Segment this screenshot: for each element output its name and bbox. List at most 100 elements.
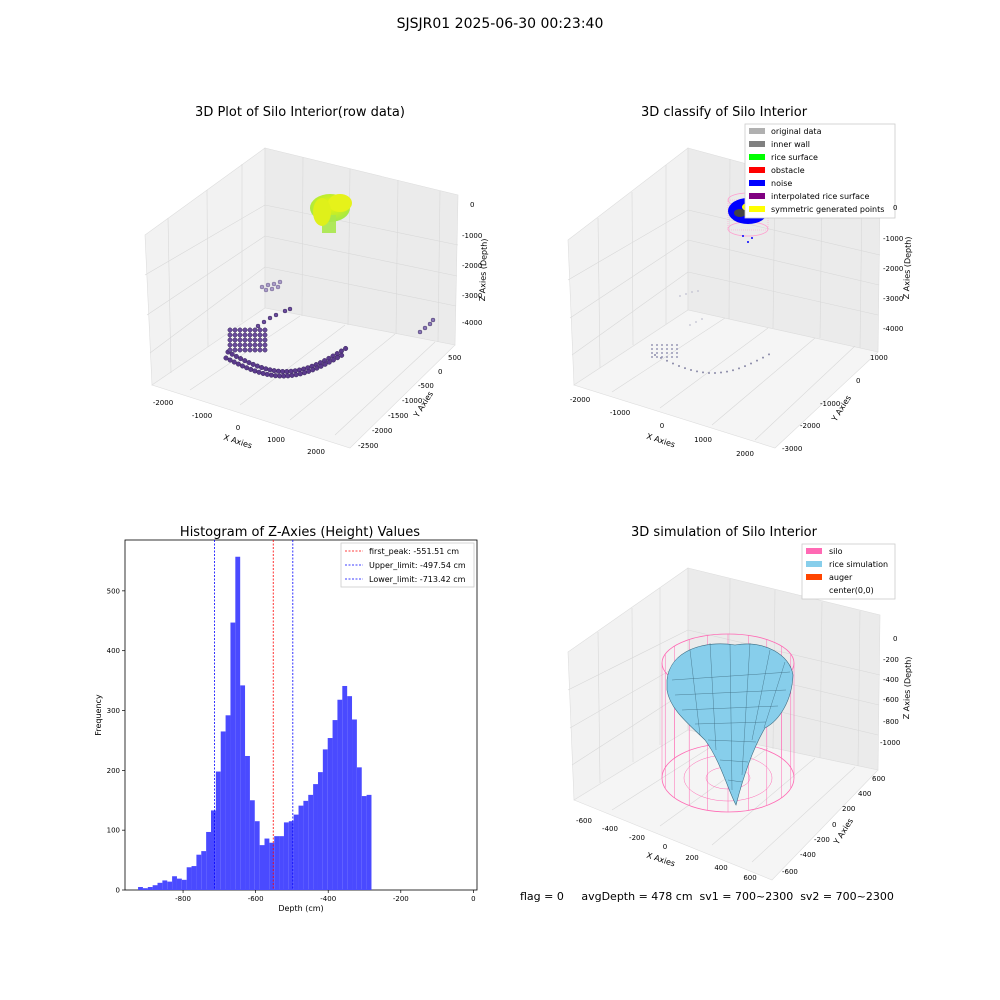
point bbox=[252, 337, 258, 343]
point bbox=[691, 291, 693, 293]
point bbox=[671, 352, 673, 354]
point bbox=[252, 347, 258, 353]
point bbox=[240, 363, 246, 369]
point bbox=[233, 353, 239, 359]
point bbox=[339, 352, 345, 358]
point bbox=[262, 337, 268, 343]
point bbox=[720, 371, 722, 374]
legend-swatch-original-data bbox=[749, 128, 765, 134]
point bbox=[242, 332, 248, 338]
point bbox=[277, 279, 283, 285]
point bbox=[244, 365, 250, 371]
simulation-x-ticks: -600 -400 -200 0 200 400 600 bbox=[576, 817, 757, 882]
point bbox=[267, 367, 273, 373]
raw-ytick: 0 bbox=[438, 368, 442, 376]
point bbox=[259, 365, 265, 371]
point bbox=[271, 368, 277, 374]
raw-z-ticks: 0 -1000 -2000 -3000 -4000 bbox=[462, 201, 482, 327]
point bbox=[237, 327, 243, 333]
simulation-ytick: 0 bbox=[832, 821, 836, 829]
histogram-bar bbox=[254, 821, 260, 890]
point bbox=[306, 368, 312, 374]
simulation-ytick: -200 bbox=[814, 836, 830, 844]
raw-ytick: -500 bbox=[418, 382, 434, 390]
classify-legend-frame bbox=[744, 123, 896, 219]
point bbox=[248, 366, 254, 372]
histogram-bar bbox=[288, 821, 294, 890]
histogram-bar bbox=[186, 867, 192, 890]
point bbox=[666, 359, 668, 362]
raw-ytick: -2000 bbox=[372, 427, 392, 435]
point bbox=[263, 366, 269, 372]
simulation-ztick: 0 bbox=[893, 635, 897, 643]
histogram-legend-frame bbox=[340, 542, 475, 588]
histogram-bar bbox=[230, 622, 236, 890]
point bbox=[738, 367, 740, 370]
histogram-ytick-label: 100 bbox=[107, 827, 120, 835]
point bbox=[656, 352, 658, 354]
point bbox=[322, 361, 328, 367]
raw-ztick: 0 bbox=[470, 201, 474, 209]
point bbox=[330, 357, 336, 363]
point bbox=[259, 284, 265, 290]
histogram-xtick-label: -200 bbox=[393, 895, 409, 903]
point bbox=[242, 337, 248, 343]
classify-ztick: 0 bbox=[893, 204, 897, 212]
point bbox=[262, 332, 268, 338]
point bbox=[293, 372, 299, 378]
point bbox=[227, 342, 233, 348]
histogram-bar bbox=[342, 685, 348, 890]
histogram-bar bbox=[317, 772, 323, 890]
point bbox=[343, 345, 349, 351]
point bbox=[430, 317, 436, 323]
legend-label: interpolated rice surface bbox=[771, 192, 869, 201]
legend-swatch-obstacle bbox=[749, 167, 765, 173]
histogram-ytick-label: 300 bbox=[107, 707, 120, 715]
histogram-legend: first_peak: -551.51 cm Upper_limit: -497… bbox=[340, 542, 475, 588]
simulation-ztick: -800 bbox=[883, 718, 899, 726]
point bbox=[237, 342, 243, 348]
point bbox=[227, 332, 233, 338]
point bbox=[427, 321, 433, 327]
point bbox=[678, 364, 680, 367]
legend-label: original data bbox=[771, 127, 822, 136]
histogram-bar bbox=[211, 810, 216, 890]
classify-ytick: -1000 bbox=[820, 400, 840, 408]
point bbox=[223, 355, 229, 361]
point bbox=[679, 295, 681, 297]
simulation-xtick: 600 bbox=[743, 874, 756, 882]
point bbox=[262, 347, 268, 353]
status-summary: flag = 0 avgDepth = 478 cm sv1 = 700~230… bbox=[520, 890, 894, 903]
point bbox=[242, 342, 248, 348]
classify-ztick: -1000 bbox=[883, 235, 903, 243]
legend-label: noise bbox=[771, 179, 792, 188]
classify-xtick: 1000 bbox=[694, 436, 712, 444]
raw-y-ticks: 500 0 -500 -1000 -1500 -2000 -2500 bbox=[358, 354, 461, 450]
point bbox=[732, 369, 734, 372]
histogram-bar bbox=[313, 784, 318, 890]
raw-3d-axes bbox=[144, 147, 459, 449]
simulation-legend: silo rice simulation auger center(0,0) bbox=[801, 543, 896, 600]
legend-label: rice surface bbox=[771, 153, 818, 162]
point bbox=[335, 355, 341, 361]
point bbox=[227, 337, 233, 343]
point bbox=[695, 321, 697, 323]
histogram-x-ticks: -800 -600 -400 -200 0 bbox=[175, 890, 476, 903]
point bbox=[422, 325, 428, 331]
point bbox=[232, 342, 238, 348]
histogram-bar bbox=[215, 771, 221, 890]
classify-xtick: 2000 bbox=[736, 450, 754, 458]
point bbox=[265, 282, 271, 288]
legend-label: center(0,0) bbox=[829, 586, 874, 595]
point bbox=[229, 351, 235, 357]
histogram-bar bbox=[176, 878, 182, 890]
point bbox=[756, 359, 758, 362]
raw-ytick: -1500 bbox=[388, 412, 408, 420]
histogram-xtick-label: -800 bbox=[175, 895, 191, 903]
histogram-bar bbox=[240, 685, 246, 890]
legend-label: silo bbox=[829, 547, 843, 556]
classify-wall-points bbox=[651, 290, 770, 374]
point bbox=[690, 368, 692, 371]
point bbox=[708, 371, 710, 374]
raw-xlabel: X Axies bbox=[222, 433, 253, 451]
